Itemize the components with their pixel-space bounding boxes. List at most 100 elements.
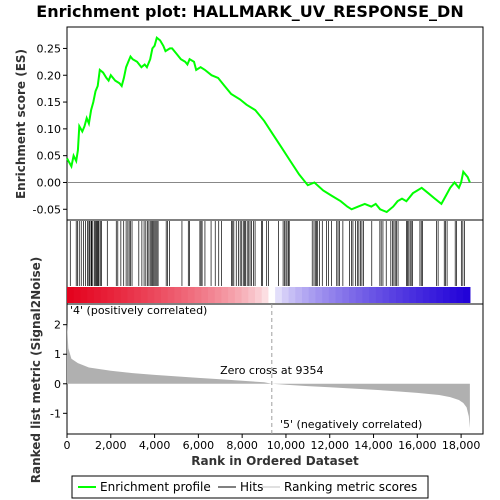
es-y-tick-label: -0.05: [33, 203, 61, 216]
heat-strip-segment: [147, 287, 155, 303]
x-axis-label: Rank in Ordered Dataset: [191, 454, 359, 468]
heat-strip-segment: [369, 287, 377, 303]
ranking-y-tick-label: 2: [54, 319, 61, 332]
ranking-heatmap-strip: [67, 287, 471, 303]
legend-hits-label: Hits: [240, 480, 263, 494]
heat-strip-segment: [120, 287, 129, 303]
heat-strip-segment: [87, 287, 95, 303]
positive-correlation-label: '4' (positively correlated): [70, 304, 207, 317]
x-tick-label: 2,000: [95, 439, 127, 452]
heat-strip-segment: [201, 287, 209, 303]
heat-strip-segment: [261, 287, 270, 303]
enrichment-profile-line: [66, 35, 471, 214]
heat-strip-segment: [389, 287, 397, 303]
heat-strip-segment: [127, 287, 135, 303]
hits-panel: [66, 219, 484, 305]
heat-strip-segment: [174, 287, 182, 303]
heat-strip-segment: [241, 287, 249, 303]
heat-strip-segment: [255, 287, 263, 303]
es-y-axis-label: Enrichment score (ES): [14, 49, 28, 199]
ranking-panel: -1 0 1 2 Zero cross at 9354 '4' (positively…: [29, 257, 484, 484]
x-tick-label: 8,000: [226, 439, 258, 452]
x-tick-label: 10,000: [267, 439, 306, 452]
heat-strip-segment: [73, 287, 82, 303]
heat-strip-segment: [187, 287, 196, 303]
heat-strip-segment: [214, 287, 223, 303]
es-y-tick-label: 0.15: [37, 96, 62, 109]
negative-correlation-label: '5' (negatively correlated): [280, 418, 422, 431]
zero-cross-label: Zero cross at 9354: [220, 364, 323, 377]
heat-strip-segment: [443, 287, 451, 303]
heat-strip-segment: [396, 287, 404, 303]
heat-strip-segment: [375, 287, 384, 303]
x-tick-label: 16,000: [398, 439, 437, 452]
heat-strip-segment: [463, 287, 471, 303]
heat-strip-segment: [194, 287, 202, 303]
heat-strip-segment: [275, 287, 283, 303]
heat-strip-segment: [335, 287, 343, 303]
heat-strip-segment: [322, 287, 330, 303]
hit-lines: [69, 221, 465, 286]
x-tick-label: 18,000: [442, 439, 481, 452]
heat-strip-segment: [349, 287, 357, 303]
heat-strip-segment: [449, 287, 458, 303]
x-axis: 0 2,000 4,000 6,000 8,000 10,000 12,000 14,000 1…: [64, 434, 481, 452]
heat-strip-segment: [228, 287, 236, 303]
heat-strip-segment: [161, 287, 169, 303]
heat-strip-segment: [268, 287, 276, 303]
heat-strip-segment: [234, 287, 243, 303]
x-tick-label: 14,000: [354, 439, 393, 452]
es-y-tick-label: 0.25: [37, 42, 62, 55]
chart-title: Enrichment plot: HALLMARK_UV_RESPONSE_DN: [36, 2, 463, 21]
heat-strip-segment: [281, 287, 290, 303]
heat-strip-segment: [342, 287, 350, 303]
es-y-axis: -0.05 0.00 0.05 0.10 0.15 0.20 0.25: [33, 42, 483, 216]
heat-strip-segment: [181, 287, 189, 303]
legend-ranking-label: Ranking metric scores: [284, 480, 417, 494]
heat-strip-segment: [436, 287, 444, 303]
heat-strip-segment: [382, 287, 390, 303]
heat-strip-segment: [429, 287, 437, 303]
heat-strip-segment: [140, 287, 149, 303]
heat-strip-segment: [67, 287, 75, 303]
es-panel: -0.05 0.00 0.05 0.10 0.15 0.20 0.25 Enrichment…: [14, 26, 484, 221]
ranking-y-tick-label: 0: [54, 378, 61, 391]
heat-strip-segment: [221, 287, 229, 303]
heat-strip-segment: [355, 287, 364, 303]
heat-strip-segment: [409, 287, 417, 303]
x-tick-label: 0: [64, 439, 71, 452]
heat-strip-segment: [308, 287, 317, 303]
ranking-metric-area: [67, 321, 470, 429]
ranking-y-axis-label: Ranked list metric (Signal2Noise): [29, 257, 43, 484]
heat-strip-segment: [295, 287, 303, 303]
es-y-tick-label: 0.10: [37, 123, 62, 136]
ranking-y-tick-label: -1: [50, 407, 61, 420]
heat-strip-segment: [93, 287, 102, 303]
heat-strip-segment: [80, 287, 88, 303]
heat-strip-segment: [208, 287, 216, 303]
heat-strip-segment: [288, 287, 296, 303]
es-y-tick-label: 0.05: [37, 150, 62, 163]
heat-strip-segment: [362, 287, 370, 303]
x-tick-label: 4,000: [139, 439, 171, 452]
heat-strip-segment: [167, 287, 176, 303]
es-y-tick-label: 0.20: [37, 69, 62, 82]
heat-strip-segment: [107, 287, 115, 303]
x-tick-label: 6,000: [183, 439, 215, 452]
heat-strip-segment: [328, 287, 337, 303]
x-tick-label: 12,000: [310, 439, 349, 452]
heat-strip-segment: [134, 287, 142, 303]
ranking-y-axis: -1 0 1 2: [50, 319, 67, 420]
heat-strip-segment: [456, 287, 464, 303]
heat-strip-segment: [302, 287, 310, 303]
legend: Enrichment profile Hits Ranking metric s…: [71, 475, 429, 499]
heat-strip-segment: [422, 287, 431, 303]
heat-strip-segment: [416, 287, 424, 303]
legend-profile-label: Enrichment profile: [100, 480, 211, 494]
es-y-tick-label: 0.00: [37, 176, 62, 189]
heat-strip-segment: [154, 287, 162, 303]
ranking-y-tick-label: 1: [54, 348, 61, 361]
heat-strip-segment: [315, 287, 323, 303]
heat-strip-segment: [248, 287, 256, 303]
